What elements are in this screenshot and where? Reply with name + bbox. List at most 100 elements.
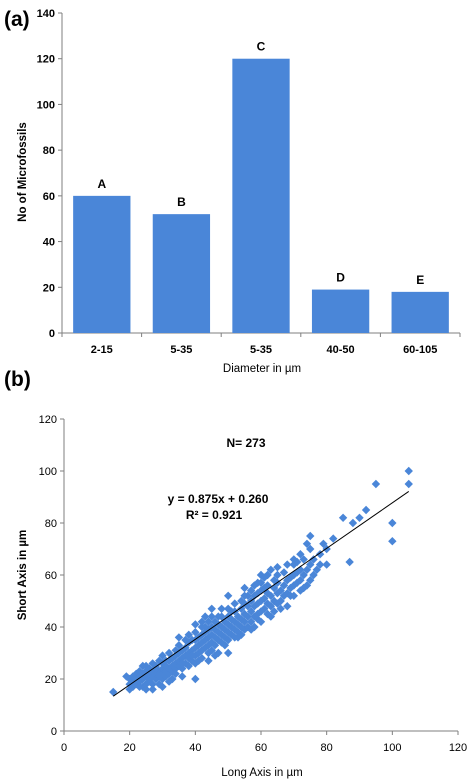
scatter-point bbox=[174, 656, 184, 665]
scatter-r-squared: R² = 0.921 bbox=[186, 508, 243, 522]
scatter-point bbox=[178, 646, 187, 655]
scatter-point bbox=[306, 560, 315, 569]
scatter-point bbox=[158, 659, 167, 668]
scatter-point bbox=[233, 620, 243, 629]
scatter-point bbox=[250, 581, 259, 590]
scatter-x-tick-label: 80 bbox=[321, 742, 333, 754]
scatter-point bbox=[260, 573, 269, 582]
scatter-point bbox=[283, 576, 292, 585]
scatter-point bbox=[158, 682, 167, 691]
panel-label-a: (a) bbox=[4, 8, 30, 31]
scatter-point bbox=[289, 555, 299, 564]
scatter-point bbox=[240, 583, 249, 593]
scatter-point bbox=[141, 667, 151, 676]
scatter-point bbox=[306, 531, 315, 541]
scatter-point bbox=[161, 667, 170, 676]
scatter-point bbox=[315, 550, 325, 559]
scatter-n-annotation: N= 273 bbox=[226, 436, 265, 450]
scatter-point bbox=[322, 560, 331, 569]
bar-chart-y-tick-label: 0 bbox=[49, 328, 55, 340]
scatter-point bbox=[312, 565, 322, 574]
scatter-point bbox=[230, 617, 239, 626]
scatter-point bbox=[266, 602, 276, 611]
scatter-point bbox=[148, 680, 157, 689]
scatter-point bbox=[141, 680, 151, 689]
scatter-point bbox=[184, 638, 193, 647]
bar-chart-x-tick-label: 2-15 bbox=[91, 344, 113, 356]
scatter-point bbox=[184, 654, 193, 663]
scatter-point bbox=[191, 674, 200, 684]
scatter-point bbox=[237, 596, 246, 606]
scatter-point bbox=[266, 591, 276, 600]
scatter-point bbox=[164, 677, 174, 686]
scatter-point bbox=[329, 534, 338, 543]
scatter-point bbox=[171, 651, 180, 660]
scatter-point bbox=[243, 591, 253, 600]
scatter-point bbox=[227, 607, 236, 616]
scatter-point bbox=[286, 591, 295, 600]
scatter-x-tick-label: 60 bbox=[255, 742, 267, 754]
scatter-point bbox=[283, 602, 292, 611]
bar-chart-x-tick-label: 5-35 bbox=[170, 344, 192, 356]
scatter-point bbox=[217, 638, 226, 647]
scatter-equation: y = 0.875x + 0.260 bbox=[168, 492, 269, 506]
scatter-point bbox=[125, 685, 134, 694]
scatter-point bbox=[207, 630, 216, 639]
scatter-point bbox=[404, 479, 413, 489]
scatter-point bbox=[145, 664, 154, 673]
scatter-point bbox=[299, 583, 308, 593]
scatter-point bbox=[269, 607, 279, 616]
scatter-point bbox=[155, 667, 164, 676]
bar-chart: 0 20 40 60 80 100 120 140 A 2-15 B 5-35 C 5-35 D 40-50 E… bbox=[37, 8, 461, 356]
scatter-point bbox=[279, 581, 289, 590]
scatter-point bbox=[132, 669, 141, 678]
scatter-point bbox=[243, 602, 253, 611]
scatter-point bbox=[296, 565, 305, 574]
scatter-point bbox=[223, 635, 233, 645]
scatter-point bbox=[227, 615, 236, 624]
scatter-point bbox=[171, 659, 180, 668]
scatter-point bbox=[158, 651, 167, 660]
scatter-point bbox=[164, 648, 174, 658]
scatter-y-tick-label: 0 bbox=[51, 726, 57, 738]
bar-chart-xlabel: Diameter in µm bbox=[223, 363, 301, 375]
scatter-point bbox=[230, 599, 239, 608]
scatter-point bbox=[135, 667, 144, 676]
scatter-y-tick-label: 120 bbox=[39, 414, 57, 426]
bar-data-label: D bbox=[336, 271, 345, 285]
bar-chart-y-tick-label: 80 bbox=[43, 145, 55, 157]
scatter-point bbox=[345, 557, 354, 567]
scatter-x-tick-label: 40 bbox=[189, 742, 201, 754]
scatter-point bbox=[296, 550, 305, 559]
bar-data-label: C bbox=[257, 40, 266, 54]
scatter-point bbox=[283, 560, 292, 569]
scatter-point bbox=[302, 565, 312, 574]
bar-chart-y-tick-label: 60 bbox=[43, 191, 55, 203]
scatter-point bbox=[135, 682, 144, 691]
scatter-point bbox=[223, 591, 233, 600]
scatter-point bbox=[243, 612, 253, 621]
scatter-point bbox=[207, 646, 216, 655]
scatter-point bbox=[158, 669, 167, 678]
scatter-point bbox=[151, 669, 161, 678]
scatter-point bbox=[361, 505, 371, 515]
scatter-point bbox=[168, 654, 177, 663]
scatter-x-tick-label: 0 bbox=[61, 742, 67, 754]
scatter-point bbox=[263, 589, 272, 598]
scatter-point bbox=[223, 648, 233, 658]
scatter-point bbox=[217, 630, 226, 639]
scatter-x-tick-label: 120 bbox=[449, 742, 467, 754]
scatter-point bbox=[309, 570, 318, 580]
scatter-point bbox=[338, 513, 348, 522]
scatter-point bbox=[204, 633, 213, 642]
bar bbox=[73, 195, 131, 333]
scatter-point bbox=[223, 628, 233, 637]
scatter-point bbox=[161, 672, 170, 681]
scatter-point bbox=[237, 630, 246, 639]
scatter-point bbox=[279, 591, 289, 600]
scatter-point bbox=[125, 680, 134, 689]
bar-data-label: B bbox=[177, 195, 186, 209]
scatter-point bbox=[273, 563, 282, 572]
scatter-point bbox=[164, 669, 174, 678]
